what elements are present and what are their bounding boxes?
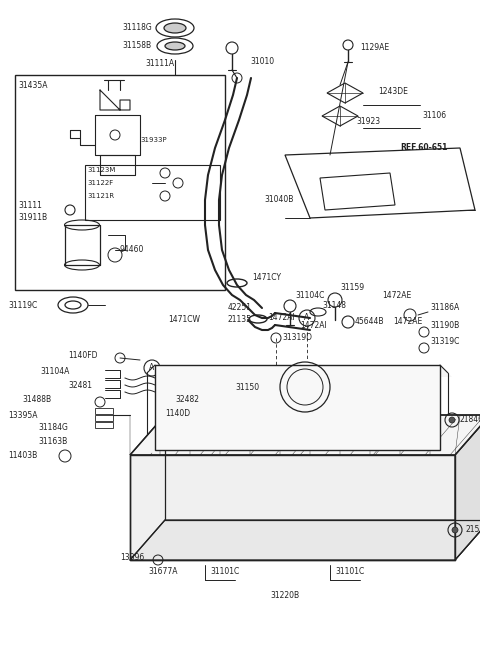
Text: 31911B: 31911B (18, 214, 47, 223)
Text: 1140D: 1140D (165, 409, 190, 417)
Text: 21846: 21846 (460, 415, 480, 424)
Text: 31159: 31159 (340, 284, 364, 293)
Text: 31186A: 31186A (430, 303, 459, 312)
Text: 1243DE: 1243DE (378, 88, 408, 96)
Text: 1471CY: 1471CY (252, 274, 281, 282)
Text: 31123M: 31123M (87, 167, 115, 173)
Text: 21135: 21135 (228, 316, 252, 324)
Text: 31106: 31106 (422, 111, 446, 119)
Text: 31101C: 31101C (210, 567, 239, 576)
Text: 13396: 13396 (120, 553, 144, 563)
Text: 31158B: 31158B (122, 41, 151, 50)
Text: 32482: 32482 (175, 396, 199, 405)
Text: 31319C: 31319C (430, 337, 459, 346)
Text: 11403B: 11403B (8, 451, 37, 460)
Text: 1472AE: 1472AE (393, 318, 422, 326)
Text: 31933P: 31933P (140, 137, 167, 143)
Circle shape (449, 417, 455, 423)
Text: 45644B: 45644B (355, 318, 384, 326)
Polygon shape (130, 415, 480, 455)
Text: 31163B: 31163B (38, 436, 67, 445)
Text: 1129AE: 1129AE (360, 43, 389, 52)
Bar (95, 408, 113, 414)
Text: 31677A: 31677A (148, 567, 178, 576)
Text: 32481: 32481 (68, 381, 92, 390)
Text: 31122F: 31122F (87, 180, 113, 186)
Text: 31190B: 31190B (430, 320, 459, 329)
Text: 1472AE: 1472AE (382, 291, 411, 301)
Ellipse shape (164, 23, 186, 33)
Text: 1472AI: 1472AI (300, 320, 327, 329)
Text: 31104C: 31104C (295, 291, 324, 301)
Text: 31488B: 31488B (22, 396, 51, 405)
Text: 1140FD: 1140FD (68, 350, 97, 360)
Bar (95, 415, 113, 421)
Text: A: A (304, 314, 310, 322)
Text: 31148: 31148 (322, 301, 346, 310)
Text: 31040B: 31040B (264, 195, 293, 204)
Text: 31184G: 31184G (38, 424, 68, 432)
Polygon shape (130, 520, 480, 560)
Text: 31119C: 31119C (8, 301, 37, 310)
Bar (95, 422, 113, 428)
Text: 31121R: 31121R (87, 193, 114, 199)
Circle shape (452, 527, 458, 533)
Text: 31104A: 31104A (40, 367, 70, 377)
Polygon shape (130, 455, 455, 560)
Text: 31111: 31111 (18, 200, 42, 210)
Polygon shape (455, 415, 480, 560)
Text: REF.60-651: REF.60-651 (400, 143, 447, 153)
Text: 1471CW: 1471CW (168, 316, 200, 324)
Text: 13395A: 13395A (8, 411, 37, 419)
Text: 42251: 42251 (228, 303, 252, 312)
Text: 31319D: 31319D (282, 333, 312, 343)
Bar (155, 365, 440, 450)
Text: 31435A: 31435A (18, 81, 48, 90)
Text: 31010: 31010 (250, 58, 274, 67)
Text: 94460: 94460 (120, 246, 144, 255)
Bar (15, 75, 225, 290)
Ellipse shape (165, 42, 185, 50)
Text: A: A (149, 364, 155, 373)
Text: 31220B: 31220B (270, 591, 299, 599)
Text: 31923: 31923 (356, 117, 380, 126)
Text: 31101C: 31101C (335, 567, 364, 576)
Text: 31111A: 31111A (145, 60, 174, 69)
Bar (85, 165, 220, 220)
Text: 1472AI: 1472AI (268, 314, 295, 322)
Text: 31150: 31150 (235, 383, 259, 392)
Polygon shape (155, 365, 452, 377)
Text: 21516A: 21516A (465, 525, 480, 534)
Text: 31118G: 31118G (122, 24, 152, 33)
